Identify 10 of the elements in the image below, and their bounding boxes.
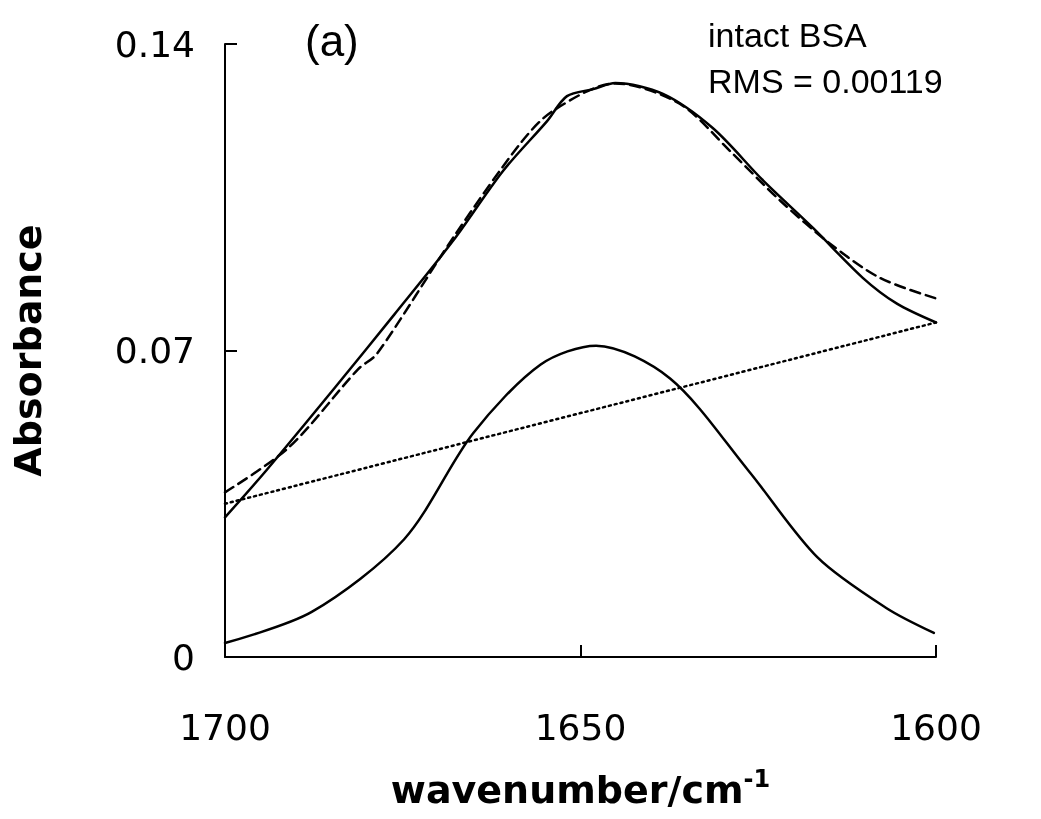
- y-axis-title: Absorbance: [6, 224, 50, 477]
- x-tick-label: 1600: [890, 706, 982, 748]
- annotation: RMS = 0.00119: [708, 62, 943, 100]
- x-tick-label: 1650: [534, 706, 627, 748]
- annotation: intact BSA: [708, 16, 868, 54]
- x-tick-label: 1700: [179, 706, 271, 748]
- y-tick-label: 0.14: [114, 23, 195, 65]
- annotation: (a): [305, 15, 359, 65]
- y-tick-label: 0: [172, 636, 195, 678]
- y-tick-label: 0.07: [114, 330, 195, 371]
